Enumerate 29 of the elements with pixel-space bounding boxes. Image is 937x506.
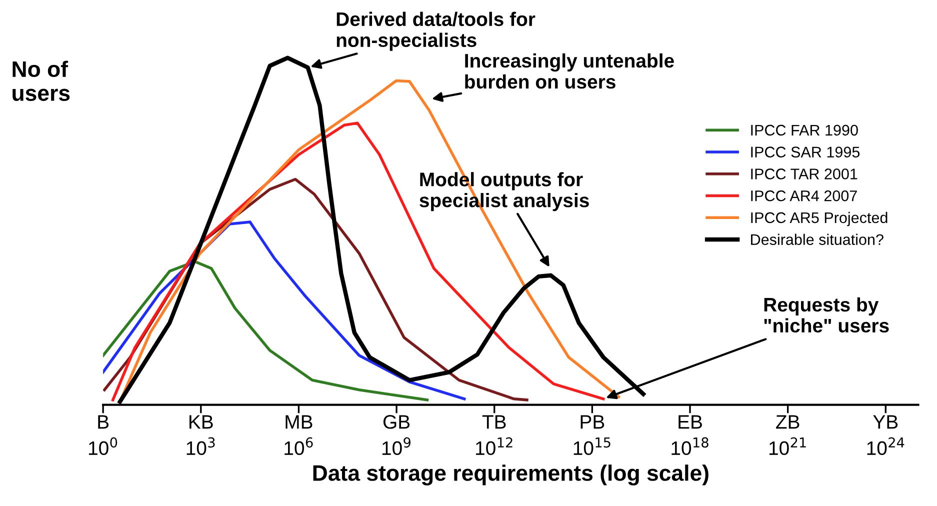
legend-label: IPCC AR5 Projected xyxy=(751,212,888,226)
x-tick-label: 10$^{21}$ xyxy=(769,437,806,456)
legend-label: Desirable situation? xyxy=(751,234,884,246)
annotation: Increasingly untenable burden on users xyxy=(465,53,674,89)
x-tick-label: 10$^{12}$ xyxy=(476,437,512,456)
annotation: Derived data/tools for non-specialists xyxy=(336,12,536,51)
text: EB xyxy=(678,415,702,429)
x-tick-label: 10$^{9}$ xyxy=(382,437,410,456)
legend-label: IPCC SAR 1995 xyxy=(751,146,860,158)
text: TB xyxy=(482,415,506,429)
legend-label: IPCC AR4 2007 xyxy=(751,190,857,202)
y-axis-title: No of users xyxy=(12,60,70,101)
text: GB xyxy=(383,415,410,429)
text: YB xyxy=(873,415,898,429)
text: MB xyxy=(286,415,312,429)
x-tick-label: 10$^{24}$ xyxy=(867,437,904,456)
x-tick-label: 10$^{0}$ xyxy=(88,437,118,456)
legend-label: IPCC FAR 1990 xyxy=(751,124,858,136)
legend-label: IPCC TAR 2001 xyxy=(751,168,858,180)
x-tick-label: 10$^{3}$ xyxy=(186,437,215,456)
text: KB xyxy=(190,415,213,429)
text: PB xyxy=(580,415,604,429)
text: ZB xyxy=(776,415,800,429)
x-tick-label: 10$^{6}$ xyxy=(284,437,313,456)
x-tick-label: 10$^{18}$ xyxy=(672,437,708,456)
text: B xyxy=(98,415,109,429)
annotation: Requests by "niche" users xyxy=(764,297,889,333)
x-tick-label: 10$^{15}$ xyxy=(574,438,610,456)
x-axis-title: Data storage requirements (log scale) xyxy=(313,464,708,486)
